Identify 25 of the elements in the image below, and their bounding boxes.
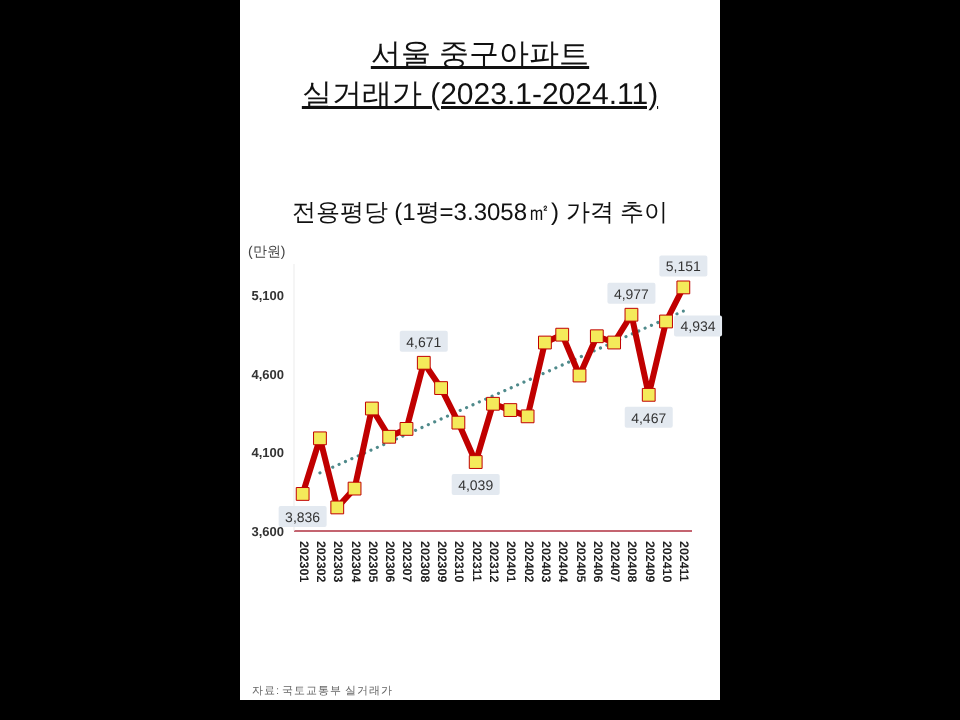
chart-title: 서울 중구아파트 실거래가 (2023.1-2024.11)	[301, 38, 659, 112]
point	[416, 355, 431, 370]
point	[399, 422, 414, 436]
point	[659, 314, 673, 329]
chart-subtitle: 전용평당 (1평=3.3058㎡) 가격 추이	[291, 198, 669, 226]
point	[676, 280, 691, 295]
point	[382, 429, 397, 444]
point	[313, 431, 327, 446]
point	[607, 335, 622, 350]
point	[295, 487, 310, 501]
point	[330, 500, 345, 515]
point	[572, 368, 587, 383]
point	[451, 415, 466, 430]
point	[486, 396, 500, 411]
point	[538, 335, 552, 350]
point	[347, 481, 362, 496]
point	[641, 387, 656, 402]
point	[555, 327, 570, 342]
point	[624, 307, 639, 322]
point	[589, 329, 604, 344]
point	[434, 381, 448, 395]
point	[520, 409, 535, 424]
point	[468, 455, 483, 469]
point	[503, 403, 518, 417]
point	[364, 401, 379, 416]
